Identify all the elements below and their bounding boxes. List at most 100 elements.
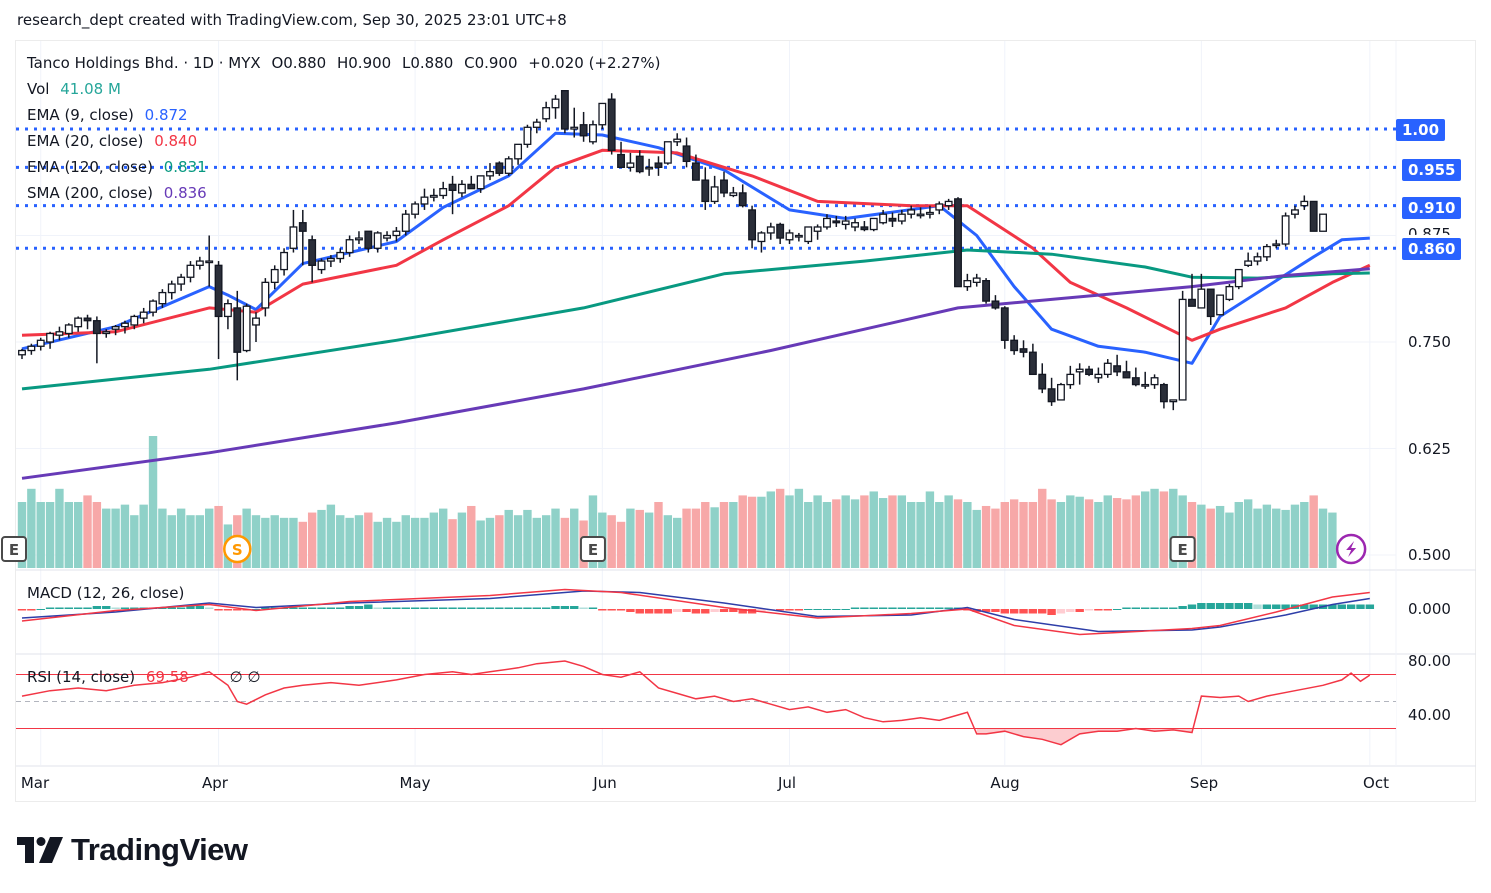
macd-histogram-bar: [523, 607, 532, 609]
candle-body: [823, 217, 831, 228]
time-tick-oct: Oct: [1363, 774, 1389, 792]
macd-histogram-bar: [1075, 609, 1084, 612]
volume-bar: [1272, 508, 1281, 568]
macd-histogram-bar: [1131, 607, 1141, 609]
level-tag-0-910[interactable]: 0.910: [1402, 197, 1462, 219]
macd-histogram-bar: [1281, 604, 1290, 609]
candle-body: [944, 200, 953, 207]
volume-bar: [963, 502, 972, 568]
macd-histogram-bar: [1300, 604, 1309, 609]
candle-body: [598, 102, 607, 126]
macd-pane: [17, 588, 1375, 636]
volume-bar: [551, 508, 560, 568]
candle-body: [1281, 215, 1290, 245]
candle-body: [869, 217, 878, 231]
macd-histogram-bar: [1178, 606, 1187, 609]
grid-lines: [16, 41, 1476, 767]
candle-body: [560, 90, 569, 130]
volume-bar: [785, 495, 794, 568]
time-tick-mar: Mar: [21, 774, 50, 792]
macd-histogram-bar: [1197, 603, 1206, 609]
macd-histogram-bar: [1365, 604, 1375, 609]
macd-histogram-bar: [1169, 607, 1178, 609]
rsi-pane: [16, 660, 1396, 746]
volume-bar: [1243, 499, 1253, 568]
ema9-label: EMA (9, close): [27, 106, 134, 124]
candle-body: [738, 192, 747, 207]
candle-body: [729, 192, 738, 197]
volume-bar: [738, 495, 747, 568]
legend-volume[interactable]: Vol 41.08 M: [27, 80, 127, 98]
volume-bar: [1150, 488, 1159, 568]
level-tag-1-00[interactable]: 1.00: [1396, 119, 1446, 141]
macd-histogram-bar: [167, 607, 176, 609]
legend-ema20[interactable]: EMA (20, close) 0.840: [27, 132, 203, 150]
tradingview-logo[interactable]: TradingView: [17, 832, 248, 868]
candle-body: [1262, 245, 1271, 258]
volume-bar: [560, 517, 570, 568]
candle-body: [963, 280, 972, 288]
macd-histogram-bar: [1187, 604, 1197, 609]
volume-bar: [448, 519, 457, 568]
volume-bar: [467, 505, 476, 568]
rsi-tick-40: 40.00: [1408, 706, 1451, 724]
legend-rsi[interactable]: RSI (14, close) 69.58 ∅ ∅: [27, 668, 267, 686]
macd-histogram-bar: [935, 607, 944, 609]
macd-histogram-bar: [495, 607, 504, 609]
candle-body: [270, 268, 279, 284]
macd-histogram-bar: [120, 607, 130, 609]
macd-histogram-bar: [1272, 604, 1281, 609]
candle-body: [1309, 200, 1318, 232]
candle-body: [392, 230, 401, 237]
earnings-marker: [1169, 536, 1196, 562]
macd-histogram-bar: [1084, 609, 1094, 611]
candle-body: [1094, 373, 1103, 379]
legend-sma200[interactable]: SMA (200, close) 0.836: [27, 184, 213, 202]
split-marker: [223, 534, 252, 564]
legend-macd[interactable]: MACD (12, 26, close): [27, 584, 190, 602]
volume-bar: [317, 509, 326, 568]
macd-histogram-bar: [111, 607, 120, 609]
volume-bar: [513, 515, 523, 568]
candle-body: [411, 203, 420, 215]
rsi-tick-80: 80.00: [1408, 652, 1451, 670]
volume-bar: [195, 515, 205, 568]
macd-histogram-bar: [195, 606, 205, 609]
candle-body: [130, 315, 139, 326]
candle-body: [682, 145, 691, 163]
candle-body: [860, 226, 869, 231]
legend-ema120[interactable]: EMA (120, close) 0.831: [27, 158, 213, 176]
macd-histogram-bar: [261, 607, 270, 609]
candle-body: [167, 283, 176, 294]
candle-body: [1113, 365, 1122, 373]
level-tag-0-860[interactable]: 0.860: [1402, 238, 1462, 260]
candle-body: [214, 264, 223, 318]
candle-body: [1319, 213, 1327, 232]
macd-histogram-bar: [598, 609, 607, 611]
volume-bar: [326, 504, 336, 568]
volume-bar: [925, 491, 935, 568]
macd-histogram-bar: [186, 606, 195, 609]
candle-body: [1028, 351, 1037, 376]
candle-body: [1038, 373, 1047, 390]
candle-body: [429, 194, 438, 198]
macd-histogram-bar: [878, 607, 888, 609]
legend-ema9[interactable]: EMA (9, close) 0.872: [27, 106, 194, 124]
macd-histogram-bar: [289, 607, 298, 609]
candle-body: [177, 276, 186, 285]
ema20-value: 0.840: [154, 132, 198, 150]
macd-histogram-bar: [354, 606, 364, 609]
candle-body: [570, 126, 579, 130]
macd-histogram-bar: [1234, 603, 1243, 609]
macd-histogram-bar: [317, 607, 326, 609]
candle-body: [486, 170, 494, 177]
candle-body: [345, 239, 354, 254]
volume-bar: [130, 515, 139, 568]
symbol-name[interactable]: Tanco Holdings Bhd. · 1D · MYX: [27, 54, 261, 72]
level-tag-0-955[interactable]: 0.955: [1402, 159, 1462, 181]
volume-bar: [1159, 491, 1169, 568]
candle-body: [1131, 377, 1140, 386]
volume-bar: [457, 512, 467, 568]
macd-label: MACD (12, 26, close): [27, 584, 185, 602]
